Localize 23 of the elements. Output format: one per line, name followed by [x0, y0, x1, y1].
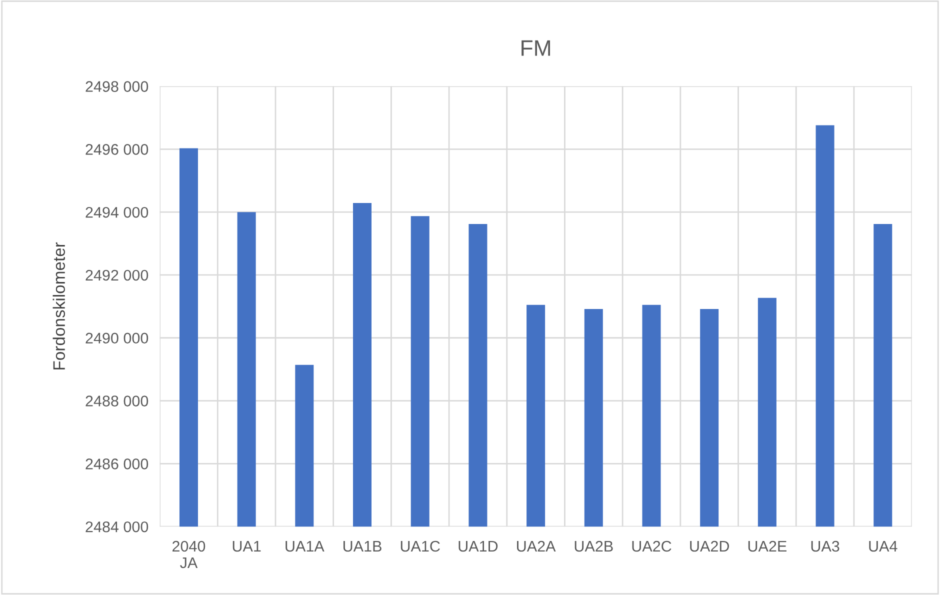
- x-tick-label: UA1D: [458, 541, 498, 552]
- y-tick-label: 2488 000: [86, 396, 148, 406]
- x-tick-label: UA2C: [632, 540, 672, 552]
- x-tick-label: UA2B: [574, 540, 613, 552]
- x-tick-label: UA1C: [400, 540, 440, 552]
- x-tick-label: UA2E: [748, 540, 786, 552]
- x-tick-label: UA1A: [286, 541, 324, 552]
- y-axis-title: Fordonskilometer: [52, 242, 66, 370]
- y-tick-label: 2498 000: [86, 81, 148, 92]
- chart-title: FM: [522, 40, 550, 56]
- y-tick-label: 2494 000: [86, 206, 148, 218]
- x-tick-label: 2040 JA: [172, 540, 206, 568]
- x-tick-label: UA2D: [690, 540, 729, 552]
- y-tick-label: 2486 000: [86, 458, 148, 470]
- y-tick-label: 2492 000: [86, 270, 148, 281]
- x-tick-label: UA4: [869, 541, 898, 552]
- y-tick-label: 2484 000: [86, 521, 148, 532]
- y-tick-label: 2490 000: [86, 332, 148, 344]
- y-tick-label: 2496 000: [86, 144, 148, 155]
- x-tick-label: UA3: [811, 540, 840, 552]
- x-tick-label: UA2A: [517, 540, 556, 552]
- x-tick-label: UA1: [232, 541, 261, 552]
- x-tick-label: UA1B: [343, 541, 382, 552]
